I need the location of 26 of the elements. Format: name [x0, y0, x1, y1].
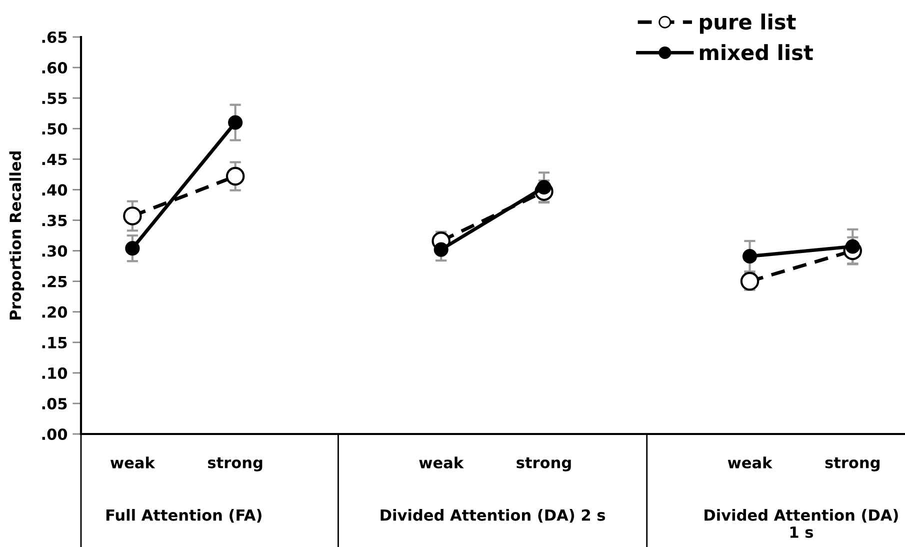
- x-tick-label: weak: [728, 456, 773, 468]
- legend-label: mixed list: [700, 44, 813, 60]
- y-tick-label: .50: [42, 123, 68, 135]
- x-tick-label: strong: [825, 457, 880, 472]
- x-tick-label: weak: [419, 456, 464, 468]
- y-tick-label: .55: [42, 92, 67, 104]
- text: Divided Attention (DA) 1 s: [704, 509, 898, 538]
- y-tick-label: .65: [42, 31, 67, 44]
- y-tick-label: .40: [42, 184, 68, 196]
- y-tick-label: .30: [42, 245, 68, 257]
- text: Divided Attention (DA) 2 s: [380, 509, 606, 523]
- y-tick-label: .25: [42, 276, 67, 288]
- x-tick-label: weak: [110, 456, 156, 468]
- x-tick-label: strong: [516, 457, 571, 472]
- y-tick-label: .45: [42, 154, 67, 166]
- y-tick-label: .00: [42, 428, 68, 440]
- y-tick-label: .60: [42, 62, 68, 74]
- y-tick-label: .15: [42, 337, 67, 348]
- y-tick-label: .20: [42, 306, 68, 318]
- y-tick-label: .05: [42, 398, 67, 410]
- x-tick-label: strong: [208, 457, 262, 472]
- text: Full Attention (FA): [106, 509, 262, 523]
- legend-label: pure list: [700, 14, 796, 34]
- y-tick-label: .10: [42, 367, 68, 379]
- y-tick-label: .35: [42, 214, 67, 226]
- y-axis-title: Proportion Recalled: [9, 151, 24, 320]
